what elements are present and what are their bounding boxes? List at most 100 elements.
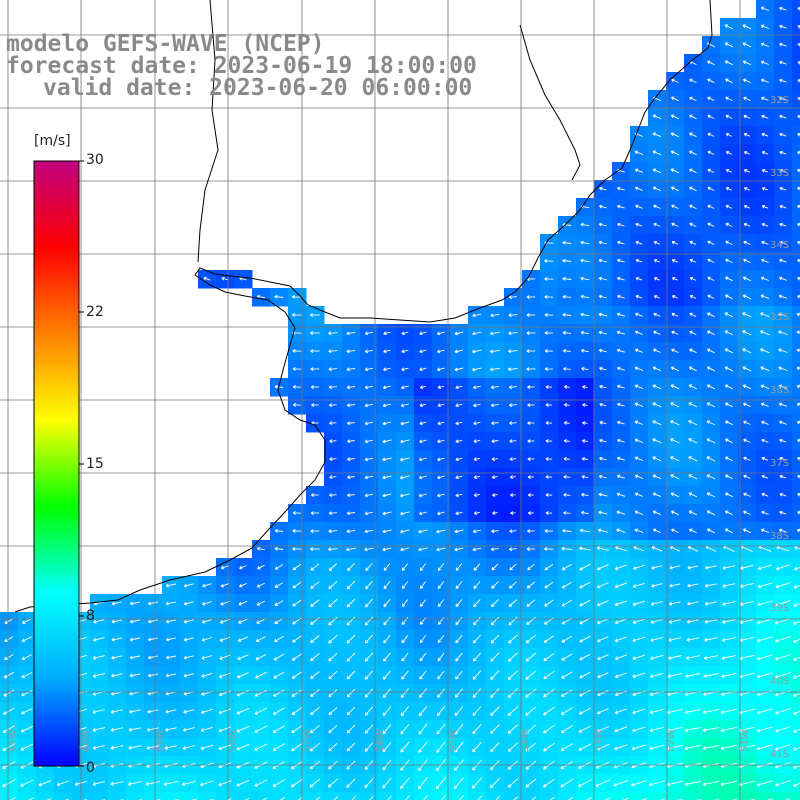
- wind-arrow: [686, 619, 699, 624]
- wind-arrow: [310, 547, 320, 551]
- wind-arrow: [634, 366, 644, 371]
- speed-cell: [792, 738, 800, 757]
- wind-arrow: [578, 725, 592, 733]
- wind-arrow: [635, 294, 643, 299]
- wind-arrow: [346, 634, 356, 644]
- wind-arrow: [418, 705, 428, 717]
- wind-arrow: [580, 222, 590, 227]
- wind-arrow: [635, 258, 643, 263]
- wind-arrow: [274, 635, 284, 643]
- speed-cell: [756, 792, 775, 800]
- wind-arrow: [634, 186, 643, 191]
- wind-arrow: [598, 330, 608, 335]
- wind-arrow: [689, 312, 697, 318]
- wind-arrow: [491, 421, 499, 426]
- wind-arrow: [757, 636, 773, 643]
- wind-arrow: [545, 475, 553, 479]
- wind-arrow: [310, 385, 319, 389]
- wind-arrow: [419, 403, 427, 408]
- wind-arrow: [707, 150, 715, 155]
- wind-arrow: [200, 780, 214, 787]
- wind-arrow: [364, 634, 374, 644]
- wind-arrow: [581, 474, 589, 479]
- wind-arrow: [525, 652, 537, 662]
- wind-arrow: [582, 403, 588, 407]
- wind-arrow: [527, 563, 535, 571]
- wind-arrow: [437, 385, 445, 390]
- wind-arrow: [545, 421, 553, 425]
- wind-arrow: [725, 96, 733, 102]
- wind-arrow: [364, 421, 374, 426]
- wind-arrow: [364, 331, 373, 336]
- wind-arrow: [364, 493, 374, 498]
- wind-arrow: [491, 581, 499, 589]
- speed-cell: [108, 792, 127, 800]
- wind-arrow: [346, 529, 356, 534]
- wind-arrow: [757, 600, 773, 607]
- wind-arrow: [436, 331, 445, 336]
- wind-arrow: [686, 637, 700, 642]
- wind-arrow: [760, 276, 769, 281]
- colorbar: [33, 160, 80, 767]
- wind-arrow: [528, 511, 534, 515]
- wind-arrow: [364, 511, 374, 516]
- wind-arrow: [274, 294, 284, 299]
- wind-arrow: [582, 385, 588, 389]
- wind-arrow: [689, 204, 697, 210]
- wind-arrow: [291, 707, 303, 715]
- wind-arrow: [419, 331, 427, 336]
- wind-arrow: [437, 635, 445, 644]
- wind-arrow: [419, 635, 427, 644]
- wind-arrow: [651, 546, 663, 552]
- wind-arrow: [347, 457, 355, 462]
- wind-arrow: [689, 348, 697, 354]
- wind-arrow: [219, 654, 231, 660]
- wind-arrow: [328, 529, 338, 534]
- wind-arrow: [527, 403, 535, 407]
- wind-arrow: [401, 652, 409, 662]
- wind-arrow: [459, 794, 465, 800]
- wind-arrow: [507, 706, 519, 716]
- wind-arrow: [597, 618, 609, 625]
- wind-arrow: [702, 744, 719, 751]
- wind-arrow: [437, 511, 445, 516]
- wind-arrow: [670, 384, 680, 390]
- wind-arrow: [579, 707, 591, 715]
- wind-arrow: [668, 655, 682, 660]
- wind-arrow: [201, 672, 213, 678]
- wind-arrow: [688, 384, 698, 390]
- wind-arrow: [579, 528, 590, 533]
- wind-arrow: [544, 367, 553, 371]
- wind-arrow: [128, 745, 142, 750]
- wind-arrow: [649, 726, 665, 733]
- wind-arrow: [4, 618, 14, 624]
- wind-arrow: [670, 420, 680, 426]
- wind-arrow: [328, 331, 338, 336]
- wind-arrow: [761, 420, 769, 425]
- wind-arrow: [254, 779, 268, 787]
- speed-cell: [792, 54, 800, 73]
- wind-arrow: [761, 492, 769, 497]
- speed-cell: [450, 792, 469, 800]
- wind-arrow: [688, 366, 697, 372]
- wind-arrow: [507, 688, 519, 698]
- wind-arrow: [689, 528, 697, 534]
- wind-arrow: [111, 673, 123, 678]
- wind-arrow: [328, 511, 337, 516]
- speed-cell: [504, 792, 523, 800]
- wind-arrow: [562, 563, 572, 571]
- wind-arrow: [382, 475, 392, 480]
- wind-arrow: [666, 744, 683, 751]
- wind-arrow: [364, 403, 374, 408]
- wind-arrow: [472, 634, 481, 644]
- wind-arrow: [490, 724, 500, 734]
- wind-arrow: [400, 741, 410, 753]
- wind-arrow: [599, 384, 607, 389]
- wind-arrow: [616, 474, 625, 479]
- wind-arrow: [793, 728, 800, 733]
- wind-arrow: [255, 653, 267, 661]
- wind-arrow: [328, 547, 338, 552]
- wind-arrow: [760, 528, 769, 533]
- wind-arrow: [581, 456, 588, 461]
- wind-arrow: [670, 438, 680, 444]
